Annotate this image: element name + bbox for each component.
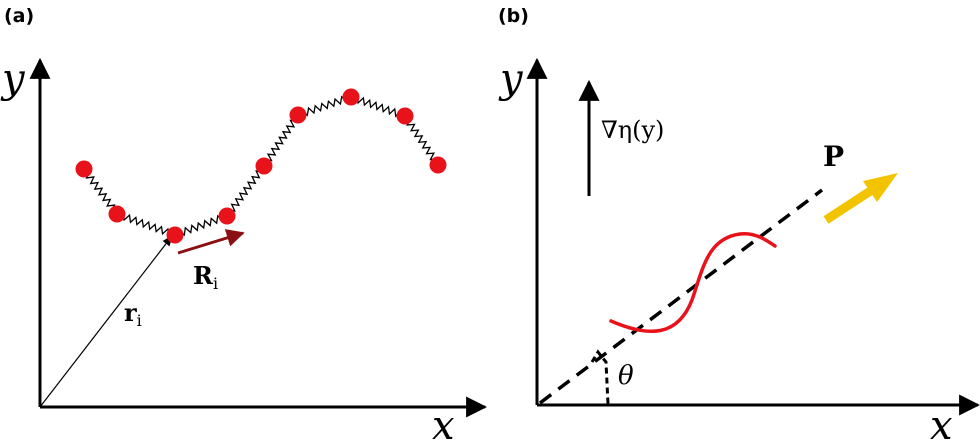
- panel-b-x-axis-label: x: [930, 403, 953, 443]
- bead: [108, 205, 126, 223]
- panel-a: (a) y x ri Ri: [0, 5, 488, 443]
- bead: [166, 226, 184, 244]
- bead: [75, 160, 93, 178]
- spring: [116, 213, 176, 236]
- panel-a-y-axis-label: y: [0, 56, 26, 102]
- spring: [174, 214, 228, 237]
- viscosity-gradient-label: ∇η(y): [601, 116, 664, 144]
- panel-b-y-axis-label: y: [498, 56, 524, 102]
- spring: [83, 168, 118, 215]
- bead: [289, 106, 307, 124]
- position-vector-label: ri: [124, 298, 142, 330]
- panel-b-label: (b): [498, 5, 529, 27]
- panel-b: (b) y x ∇η(y) θ P: [498, 5, 980, 443]
- bead-chain: [75, 88, 447, 244]
- spring: [263, 114, 299, 167]
- angle-marker: [590, 349, 610, 405]
- panel-a-x-axis-label: x: [432, 403, 455, 443]
- orientation-vector-label: Ri: [193, 261, 218, 293]
- bead: [218, 207, 236, 225]
- spring: [404, 115, 439, 166]
- bead: [429, 156, 447, 174]
- polarization-arrow: [823, 173, 898, 224]
- spring: [350, 96, 406, 118]
- spring: [297, 95, 352, 117]
- spring: [226, 165, 265, 217]
- filament-curve: [609, 231, 777, 334]
- position-vector-arrow: [39, 235, 173, 408]
- filament-axis-dashed-line: [538, 188, 824, 405]
- orientation-vector-arrow: [177, 229, 245, 255]
- bead: [396, 107, 414, 125]
- panel-a-label: (a): [4, 5, 34, 27]
- polarization-label: P: [823, 140, 844, 173]
- bead: [255, 157, 273, 175]
- angle-label: θ: [618, 361, 634, 391]
- spring-chain: [83, 95, 439, 237]
- bead: [342, 88, 360, 106]
